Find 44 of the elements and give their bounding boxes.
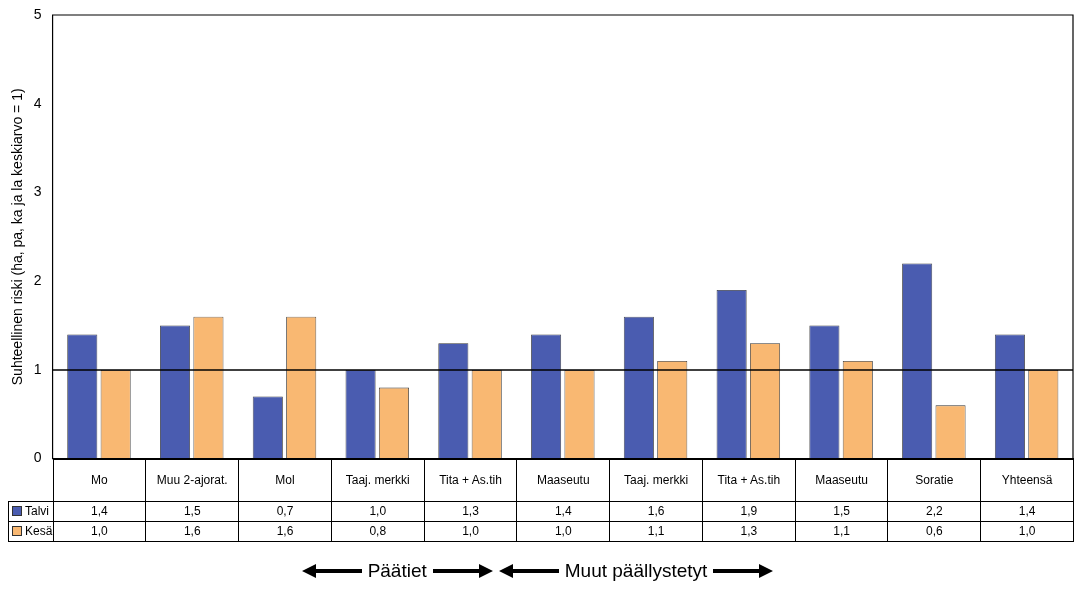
data-label: 1,1 [609,520,703,542]
y-tick-label: 1 [33,360,42,377]
data-label: 1,4 [516,500,611,522]
data-label: 0,8 [330,520,425,542]
data-label: 1,0 [423,520,518,542]
data-label: 2,2 [887,500,982,522]
x-tick-label: Mol [238,458,332,502]
x-tick-label: Taaj. merkki [330,458,425,502]
y-tick-label: 2 [33,272,42,289]
x-tick-label: Tita + As.tih [423,458,518,502]
data-label: 1,5 [145,500,240,522]
text: Muut päällystetyt [564,560,708,582]
x-tick-label: Mo [52,458,147,502]
data-label: 1,3 [701,520,796,542]
data-label: 1,3 [423,500,518,522]
x-tick-label: Maaseutu [516,458,611,502]
data-label: 1,0 [330,500,425,522]
data-label: 1,0 [980,520,1074,542]
data-label: 1,6 [145,520,240,542]
data-label: 1,6 [238,520,332,542]
y-tick-label: 4 [33,94,42,111]
data-label: 1,4 [980,500,1074,522]
legend-label: Kesä [25,524,53,539]
data-label: 1,9 [701,500,796,522]
y-tick-label: 5 [33,5,42,22]
y-axis-title: Suhteellinen riski (ha, pa, ka ja la keskiarvo = 1) [9,88,26,386]
x-tick-label: Soratie [887,458,982,502]
x-tick-label: Muu 2-ajorat. [145,458,240,502]
x-tick-label: Yhteensä [980,458,1074,502]
y-tick-label: 0 [33,449,42,466]
x-tick-label: Maaseutu [794,458,889,502]
data-label: 1,0 [516,520,611,542]
legend-label: Talvi [25,504,50,519]
x-tick-label: Tita + As.tih [701,458,796,502]
data-label: 1,1 [794,520,889,542]
y-tick-label: 3 [33,183,42,200]
data-label: 1,5 [794,500,889,522]
data-label: 1,6 [609,500,703,522]
data-label: 0,6 [887,520,982,542]
data-label: 0,7 [238,500,332,522]
text: Päätiet [367,560,427,582]
data-label: 1,4 [52,500,147,522]
x-tick-label: Taaj. merkki [609,458,703,502]
data-label: 1,0 [52,520,147,542]
